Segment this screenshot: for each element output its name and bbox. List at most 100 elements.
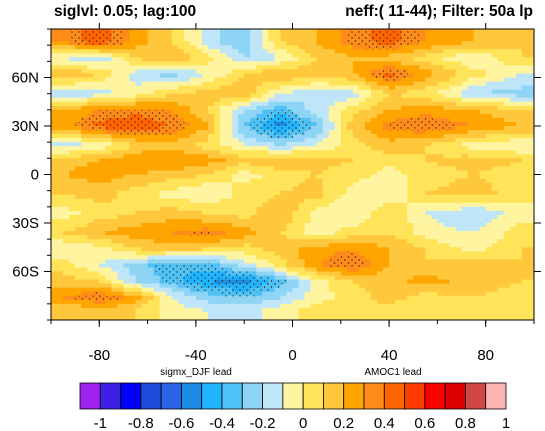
field-cell: [81, 267, 88, 273]
field-cell: [449, 190, 457, 196]
field-cell: [298, 138, 306, 143]
field-cell: [509, 275, 517, 281]
field-cell: [449, 97, 457, 103]
field-cell: [389, 130, 396, 135]
field-cell: [99, 182, 106, 188]
field-cell: [201, 53, 209, 58]
field-cell: [262, 81, 269, 87]
field-cell: [123, 279, 131, 285]
field-cell: [147, 37, 155, 42]
field-cell: [346, 267, 354, 273]
field-cell: [250, 113, 257, 119]
field-cell: [75, 154, 82, 159]
field-cell: [274, 255, 282, 260]
field-cell: [123, 33, 131, 38]
field-cell: [57, 158, 64, 163]
field-cell: [220, 53, 227, 58]
field-cell: [159, 231, 167, 236]
field-cell: [509, 113, 517, 119]
field-cell: [81, 85, 88, 91]
field-cell: [328, 45, 336, 50]
field-cell: [304, 109, 312, 115]
field-cell: [346, 61, 354, 66]
field-cell: [449, 255, 457, 260]
field-cell: [189, 186, 197, 192]
field-cell: [226, 81, 233, 87]
field-cell: [153, 166, 161, 172]
field-cell: [322, 101, 330, 107]
field-cell: [364, 49, 372, 54]
field-cell: [298, 210, 306, 216]
field-cell: [256, 251, 263, 256]
field-cell: [304, 146, 312, 151]
field-cell: [413, 275, 420, 281]
field-cell: [286, 138, 294, 143]
field-cell: [147, 170, 155, 176]
field-cell: [75, 251, 82, 256]
field-cell: [81, 105, 88, 111]
field-cell: [370, 85, 378, 91]
field-cell: [443, 206, 451, 212]
field-cell: [497, 130, 505, 135]
field-cell: [75, 61, 82, 66]
field-cell: [87, 85, 94, 91]
field-cell: [195, 81, 203, 87]
field-cell: [81, 65, 88, 71]
field-cell: [497, 210, 505, 216]
field-cell: [316, 259, 324, 265]
field-cell: [262, 166, 269, 172]
field-cell: [395, 101, 402, 107]
field-cell: [57, 97, 64, 103]
field-cell: [383, 198, 390, 204]
field-cell: [93, 271, 100, 277]
field-cell: [135, 158, 143, 163]
field-cell: [117, 251, 125, 256]
field-cell: [268, 218, 275, 224]
field-cell: [93, 239, 100, 244]
field-cell: [509, 162, 517, 168]
field-cell: [413, 105, 420, 111]
field-cell: [238, 158, 245, 163]
field-cell: [147, 97, 155, 103]
field-cell: [171, 247, 179, 252]
field-cell: [129, 186, 137, 192]
field-cell: [220, 251, 227, 256]
field-cell: [135, 41, 143, 46]
field-cell: [328, 239, 336, 244]
field-cell: [165, 210, 173, 216]
field-cell: [437, 85, 445, 91]
field-cell: [268, 235, 275, 240]
field-cell: [443, 162, 451, 168]
field-cell: [527, 73, 534, 79]
field-cell: [340, 41, 348, 46]
field-cell: [292, 45, 300, 50]
field-cell: [214, 243, 221, 248]
field-cell: [479, 49, 487, 54]
field-cell: [515, 190, 523, 196]
field-cell: [238, 231, 245, 236]
field-cell: [153, 239, 161, 244]
field-cell: [141, 251, 149, 256]
field-cell: [51, 275, 58, 281]
field-cell: [298, 190, 306, 196]
field-cell: [389, 117, 396, 123]
field-cell: [497, 105, 505, 111]
field-cell: [105, 138, 112, 143]
field-cell: [105, 61, 112, 66]
field-cell: [322, 186, 330, 192]
field-cell: [226, 53, 233, 58]
field-cell: [407, 158, 414, 163]
field-cell: [69, 97, 76, 103]
field-cell: [111, 267, 119, 273]
field-cell: [165, 251, 173, 256]
field-cell: [262, 251, 269, 256]
field-cell: [117, 162, 125, 168]
field-cell: [111, 166, 119, 172]
field-cell: [250, 158, 257, 163]
field-cell: [238, 218, 245, 224]
field-cell: [370, 126, 378, 131]
field-cell: [509, 29, 517, 34]
field-cell: [63, 29, 70, 34]
field-cell: [69, 162, 76, 168]
field-cell: [479, 117, 487, 123]
